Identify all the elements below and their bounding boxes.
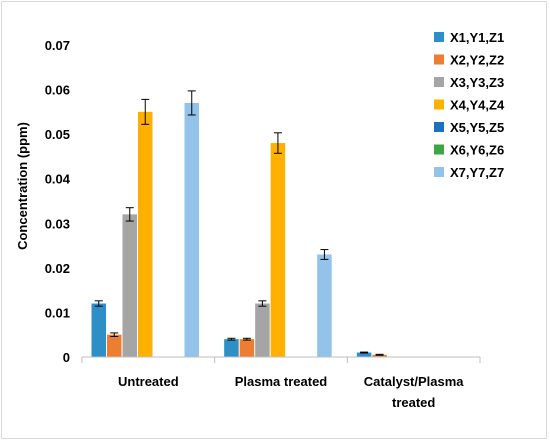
- legend-label: X3,Y3,Z3: [450, 75, 504, 90]
- legend-label: X2,Y2,Z2: [450, 53, 504, 68]
- y-tick-label: 0.04: [45, 172, 71, 187]
- x-axis: Untreated Plasma treated Catalyst/Plasma tr…: [81, 356, 481, 410]
- bar: [138, 111, 153, 357]
- legend-swatch: [434, 32, 444, 42]
- bar: [107, 334, 122, 357]
- y-tick-label: 0: [63, 350, 70, 365]
- legend: X1,Y1,Z1 X2,Y2,Z2 X3,Y3,Z3 X4,Y4,Z4 X5,Y5,Z5…: [434, 30, 505, 180]
- x-category-label: Untreated: [118, 374, 179, 389]
- y-tick-label: 0.06: [45, 83, 70, 98]
- bar: [224, 339, 239, 357]
- bar: [317, 254, 332, 357]
- legend-swatch: [434, 54, 444, 65]
- bar: [122, 214, 137, 357]
- y-tick-label: 0.02: [45, 261, 70, 276]
- legend-swatch: [434, 99, 444, 110]
- legend-swatch: [434, 144, 444, 155]
- x-category-label: Plasma treated: [235, 374, 328, 389]
- y-tick-label: 0.01: [45, 305, 70, 320]
- legend-label: X1,Y1,Z1: [450, 30, 504, 45]
- bars: [91, 90, 387, 357]
- y-tick-label: 0.05: [45, 127, 70, 142]
- bar: [239, 339, 255, 357]
- y-axis-title: Concentration (ppm): [15, 122, 30, 250]
- legend-label: X5,Y5,Z5: [450, 120, 504, 135]
- bar: [270, 143, 286, 357]
- bar: [372, 354, 387, 357]
- legend-label: X6,Y6,Z6: [450, 143, 504, 158]
- bar: [184, 102, 199, 357]
- legend-label: X4,Y4,Z4: [450, 98, 505, 113]
- bar: [91, 303, 106, 357]
- x-category-label: treated: [392, 395, 435, 410]
- x-category-label: Catalyst/Plasma: [364, 374, 464, 389]
- bar: [356, 352, 372, 357]
- legend-label: X7,Y7,Z7: [450, 165, 504, 180]
- y-axis: 0 0.01 0.02 0.03 0.04 0.05 0.06 0.07: [45, 38, 71, 365]
- y-tick-label: 0.07: [45, 38, 70, 53]
- legend-swatch: [434, 77, 444, 87]
- y-tick-label: 0.03: [45, 216, 70, 231]
- legend-swatch: [434, 122, 444, 132]
- legend-swatch: [434, 167, 444, 177]
- bar: [255, 303, 270, 357]
